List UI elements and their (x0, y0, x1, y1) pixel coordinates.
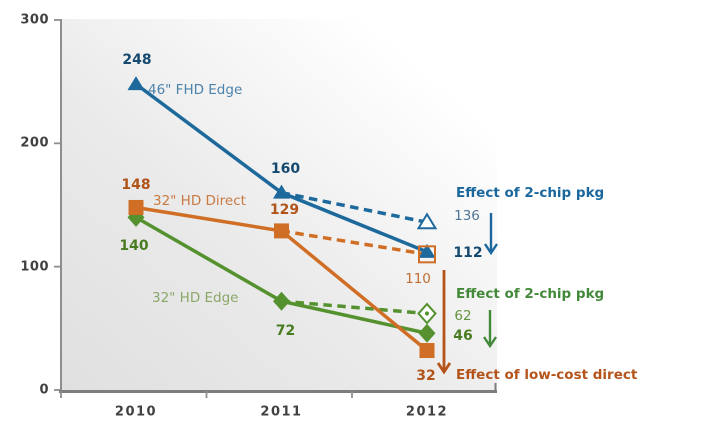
plot-area (54, 19, 498, 398)
chart: 46" FHD Edge 32" HD Direct 32" HD Edge E… (20, 12, 638, 420)
